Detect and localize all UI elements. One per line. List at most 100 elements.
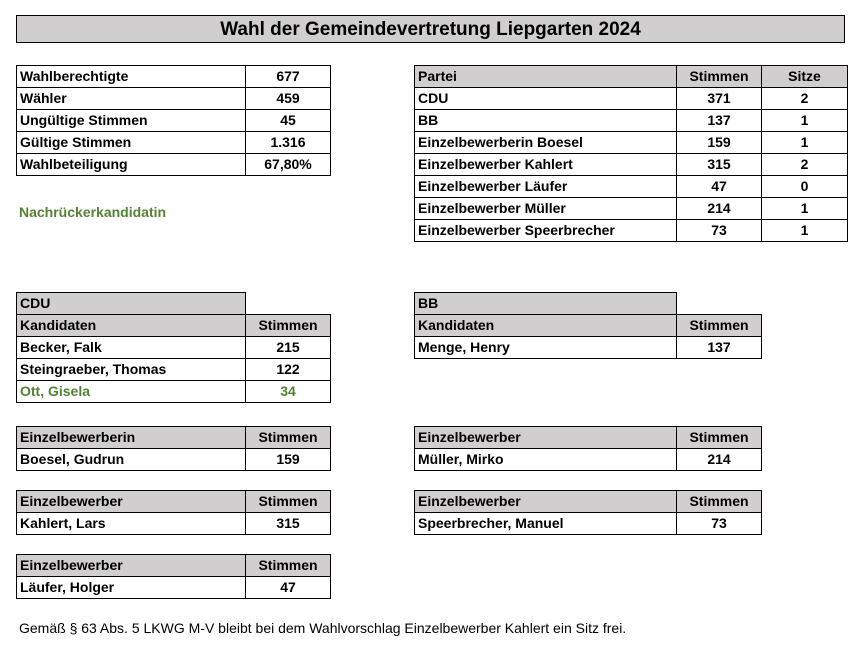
- party-name: Einzelbewerber Speerbrecher: [414, 219, 677, 242]
- table-row: Steingraeber, Thomas 122: [16, 358, 331, 381]
- party-votes: 159: [676, 131, 762, 154]
- party-seats: 1: [761, 131, 848, 154]
- party-votes: 371: [676, 87, 762, 110]
- party-name: BB: [414, 109, 677, 132]
- candidate-name: Läufer, Holger: [16, 576, 246, 599]
- bb-table: BB Kandidaten Stimmen Menge, Henry 137: [414, 292, 762, 359]
- candidate-votes: 214: [676, 448, 762, 471]
- table-header-row: Kandidaten Stimmen: [16, 314, 331, 337]
- party-name: Einzelbewerber Läufer: [414, 175, 677, 198]
- header-votes: Stimmen: [245, 554, 331, 577]
- header-votes: Stimmen: [676, 490, 762, 513]
- speerbrecher-table: Einzelbewerber Stimmen Speerbrecher, Man…: [414, 490, 762, 535]
- candidate-name: Menge, Henry: [414, 336, 677, 359]
- stats-table: Wahlberechtigte 677 Wähler 459 Ungültige…: [16, 65, 331, 176]
- legend-note: Nachrückerkandidatin: [19, 204, 167, 220]
- kahlert-table: Einzelbewerber Stimmen Kahlert, Lars 315: [16, 490, 331, 535]
- stat-label: Wähler: [16, 87, 246, 110]
- header-votes: Stimmen: [676, 65, 762, 88]
- mueller-table: Einzelbewerber Stimmen Müller, Mirko 214: [414, 426, 762, 471]
- header-votes: Stimmen: [245, 490, 331, 513]
- stat-value: 45: [245, 109, 331, 132]
- header-votes: Stimmen: [245, 314, 331, 337]
- candidate-name: Becker, Falk: [16, 336, 246, 359]
- candidate-name: Müller, Mirko: [414, 448, 677, 471]
- party-seats: 0: [761, 175, 848, 198]
- candidate-name: Ott, Gisela: [16, 380, 246, 403]
- candidate-name: Speerbrecher, Manuel: [414, 512, 677, 535]
- party-name: Einzelbewerber Kahlert: [414, 153, 677, 176]
- header-votes: Stimmen: [245, 426, 331, 449]
- candidate-name: Kahlert, Lars: [16, 512, 246, 535]
- table-row: Müller, Mirko 214: [414, 448, 762, 471]
- party-seats: 2: [761, 153, 848, 176]
- table-header-row: Kandidaten Stimmen: [414, 314, 762, 337]
- table-row: Einzelbewerber Kahlert 315 2: [414, 153, 848, 176]
- table-row: Wahlbeteiligung 67,80%: [16, 153, 331, 176]
- table-header-row: Einzelbewerber Stimmen: [414, 490, 762, 513]
- party-title: CDU: [16, 292, 246, 315]
- stat-label: Gültige Stimmen: [16, 131, 246, 154]
- party-votes: 315: [676, 153, 762, 176]
- table-row: CDU 371 2: [414, 87, 848, 110]
- table-row: Ungültige Stimmen 45: [16, 109, 331, 132]
- candidate-votes: 315: [245, 512, 331, 535]
- header-candidates: Einzelbewerberin: [16, 426, 246, 449]
- party-seats: 2: [761, 87, 848, 110]
- candidate-name: Boesel, Gudrun: [16, 448, 246, 471]
- table-row: Einzelbewerber Speerbrecher 73 1: [414, 219, 848, 242]
- parties-table: Partei Stimmen Sitze CDU 371 2 BB 137 1 …: [414, 65, 848, 242]
- candidate-votes: 73: [676, 512, 762, 535]
- header-party: Partei: [414, 65, 677, 88]
- stat-label: Ungültige Stimmen: [16, 109, 246, 132]
- table-row: Einzelbewerber Läufer 47 0: [414, 175, 848, 198]
- table-row: Gültige Stimmen 1.316: [16, 131, 331, 154]
- candidate-name: Steingraeber, Thomas: [16, 358, 246, 381]
- table-row: BB 137 1: [414, 109, 848, 132]
- table-header-row: CDU: [16, 292, 331, 315]
- candidate-votes: 137: [676, 336, 762, 359]
- header-candidates: Kandidaten: [16, 314, 246, 337]
- table-row: Ott, Gisela 34: [16, 380, 331, 403]
- table-row: Speerbrecher, Manuel 73: [414, 512, 762, 535]
- party-name: Einzelbewerberin Boesel: [414, 131, 677, 154]
- party-votes: 47: [676, 175, 762, 198]
- table-row: Wahlberechtigte 677: [16, 65, 331, 88]
- stat-value: 1.316: [245, 131, 331, 154]
- stat-label: Wahlbeteiligung: [16, 153, 246, 176]
- table-header-row: BB: [414, 292, 762, 315]
- table-row: Einzelbewerber Müller 214 1: [414, 197, 848, 220]
- party-name: Einzelbewerber Müller: [414, 197, 677, 220]
- header-seats: Sitze: [761, 65, 848, 88]
- table-row: Einzelbewerberin Boesel 159 1: [414, 131, 848, 154]
- header-candidates: Einzelbewerber: [16, 490, 246, 513]
- table-row: Boesel, Gudrun 159: [16, 448, 331, 471]
- stat-label: Wahlberechtigte: [16, 65, 246, 88]
- page-title: Wahl der Gemeindevertretung Liepgarten 2…: [16, 15, 845, 43]
- table-row: Läufer, Holger 47: [16, 576, 331, 599]
- table-header-row: Partei Stimmen Sitze: [414, 65, 848, 88]
- header-candidates: Kandidaten: [414, 314, 677, 337]
- table-row: Becker, Falk 215: [16, 336, 331, 359]
- table-header-row: Einzelbewerber Stimmen: [16, 554, 331, 577]
- table-row: Wähler 459: [16, 87, 331, 110]
- party-seats: 1: [761, 109, 848, 132]
- header-votes: Stimmen: [676, 314, 762, 337]
- table-row: Kahlert, Lars 315: [16, 512, 331, 535]
- footer-note: Gemäß § 63 Abs. 5 LKWG M-V bleibt bei de…: [19, 620, 627, 636]
- table-header-row: Einzelbewerber Stimmen: [16, 490, 331, 513]
- candidate-votes: 47: [245, 576, 331, 599]
- candidate-votes: 159: [245, 448, 331, 471]
- table-header-row: Einzelbewerberin Stimmen: [16, 426, 331, 449]
- table-header-row: Einzelbewerber Stimmen: [414, 426, 762, 449]
- header-candidates: Einzelbewerber: [414, 426, 677, 449]
- candidate-votes: 122: [245, 358, 331, 381]
- party-votes: 137: [676, 109, 762, 132]
- header-votes: Stimmen: [676, 426, 762, 449]
- boesel-table: Einzelbewerberin Stimmen Boesel, Gudrun …: [16, 426, 331, 471]
- table-row: Menge, Henry 137: [414, 336, 762, 359]
- header-candidates: Einzelbewerber: [414, 490, 677, 513]
- party-seats: 1: [761, 219, 848, 242]
- party-votes: 73: [676, 219, 762, 242]
- cdu-table: CDU Kandidaten Stimmen Becker, Falk 215 …: [16, 292, 331, 403]
